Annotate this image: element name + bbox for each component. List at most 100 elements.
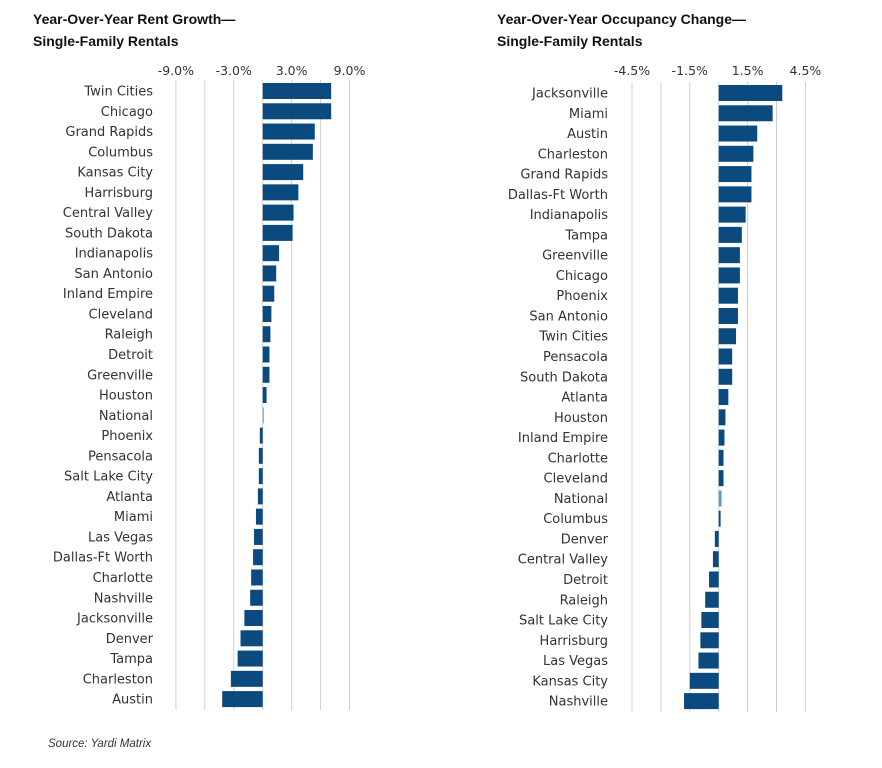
category-label: Nashville — [94, 591, 153, 606]
bar-detroit — [709, 571, 719, 588]
category-label: Central Valley — [63, 206, 154, 221]
category-label: Charlotte — [93, 571, 153, 586]
bar-indianapolis — [262, 245, 280, 262]
bar-detroit — [262, 346, 270, 363]
category-label: Phoenix — [101, 429, 153, 444]
category-label: Atlanta — [106, 490, 153, 505]
category-label: Dallas-Ft Worth — [508, 188, 608, 203]
category-label: Salt Lake City — [519, 614, 608, 629]
bar-houston — [262, 387, 267, 404]
category-label: Chicago — [556, 269, 608, 284]
category-label: Grand Rapids — [520, 168, 608, 183]
bar-charlotte — [251, 569, 263, 586]
category-label: Detroit — [108, 348, 153, 363]
category-label: Harrisburg — [540, 634, 608, 649]
category-label: Pensacola — [88, 449, 153, 464]
category-label: Charlotte — [548, 451, 608, 466]
category-label: Charleston — [83, 672, 153, 687]
category-label: Jacksonville — [76, 612, 153, 627]
bar-pensacola — [718, 348, 733, 365]
bar-cleveland — [718, 470, 724, 487]
bar-kansas-city — [262, 164, 304, 181]
x-tick-label: 4.5% — [790, 63, 822, 78]
x-tick-label: 3.0% — [276, 63, 308, 78]
category-label: Raleigh — [105, 328, 153, 343]
category-label: Phoenix — [556, 289, 608, 304]
category-label: South Dakota — [520, 370, 608, 385]
x-tick-label: -4.5% — [614, 63, 650, 78]
bar-cleveland — [262, 305, 272, 322]
bar-jacksonville — [718, 85, 783, 101]
x-tick-label: -9.0% — [158, 63, 194, 78]
category-label: Columbus — [543, 512, 608, 527]
category-label: Austin — [567, 127, 608, 142]
category-label: Inland Empire — [518, 431, 608, 446]
category-label: Greenville — [87, 368, 153, 383]
category-label: Cleveland — [544, 472, 608, 487]
bar-columbus — [718, 510, 721, 527]
category-label: Kansas City — [77, 166, 153, 181]
category-label: Nashville — [549, 695, 608, 710]
source-note: Source: Yardi Matrix — [48, 738, 152, 750]
x-tick-label: -3.0% — [216, 63, 252, 78]
chart-title-line-2: Single-Family Rentals — [33, 33, 179, 49]
category-label: San Antonio — [529, 309, 608, 324]
x-tick-label: 9.0% — [334, 63, 366, 78]
bar-twin-cities — [262, 83, 332, 99]
category-label: Miami — [569, 107, 608, 122]
x-tick-label: -1.5% — [672, 63, 708, 78]
bar-charleston — [230, 670, 263, 687]
bar-chicago — [262, 103, 332, 120]
rent-growth-chart: Year-Over-Year Rent Growth— Single-Famil… — [33, 11, 365, 710]
bar-charlotte — [718, 449, 724, 466]
bar-austin — [718, 125, 758, 142]
bar-miami — [255, 508, 263, 525]
chart-title-line-2: Single-Family Rentals — [497, 33, 643, 49]
category-label: San Antonio — [74, 267, 153, 282]
bar-indianapolis — [718, 206, 746, 223]
bar-charleston — [718, 145, 754, 162]
bar-salt-lake-city — [701, 612, 719, 629]
category-label: Chicago — [101, 105, 153, 120]
chart-title-line-1: Year-Over-Year Rent Growth— — [33, 11, 235, 27]
category-label: Central Valley — [518, 553, 609, 568]
bar-atlanta — [257, 488, 263, 505]
category-label: Austin — [112, 693, 153, 708]
bar-salt-lake-city — [258, 468, 263, 485]
bar-dallas-ft-worth — [253, 549, 263, 566]
bar-harrisburg — [262, 184, 299, 201]
bar-tampa — [718, 226, 742, 243]
bar-columbus — [262, 143, 313, 160]
bar-inland-empire — [718, 429, 725, 446]
bar-harrisburg — [700, 632, 719, 649]
bar-south-dakota — [718, 368, 733, 385]
bar-houston — [718, 409, 726, 426]
category-label: Miami — [114, 510, 153, 525]
category-label: Harrisburg — [85, 186, 153, 201]
category-label: Twin Cities — [83, 85, 153, 100]
category-label: Detroit — [563, 573, 608, 588]
bar-austin — [222, 691, 263, 708]
category-label: Cleveland — [89, 307, 153, 322]
bar-las-vegas — [698, 652, 719, 669]
category-label: Inland Empire — [63, 287, 153, 302]
category-label: Tampa — [109, 652, 153, 667]
bar-san-antonio — [262, 265, 277, 282]
bar-national — [718, 490, 722, 507]
bar-south-dakota — [262, 224, 293, 241]
bar-kansas-city — [689, 672, 719, 689]
x-tick-label: 1.5% — [732, 63, 764, 78]
category-label: Atlanta — [561, 391, 608, 406]
category-label: Salt Lake City — [64, 470, 153, 485]
category-label: Columbus — [88, 145, 153, 160]
category-label: Las Vegas — [543, 654, 608, 669]
chart-title-line-1: Year-Over-Year Occupancy Change— — [497, 11, 746, 27]
bar-raleigh — [262, 326, 271, 343]
bar-atlanta — [718, 389, 729, 406]
bar-central-valley — [712, 551, 719, 568]
category-label: National — [99, 409, 153, 424]
bar-grand-rapids — [262, 123, 315, 140]
bar-raleigh — [705, 591, 719, 608]
bar-phoenix — [718, 287, 738, 304]
